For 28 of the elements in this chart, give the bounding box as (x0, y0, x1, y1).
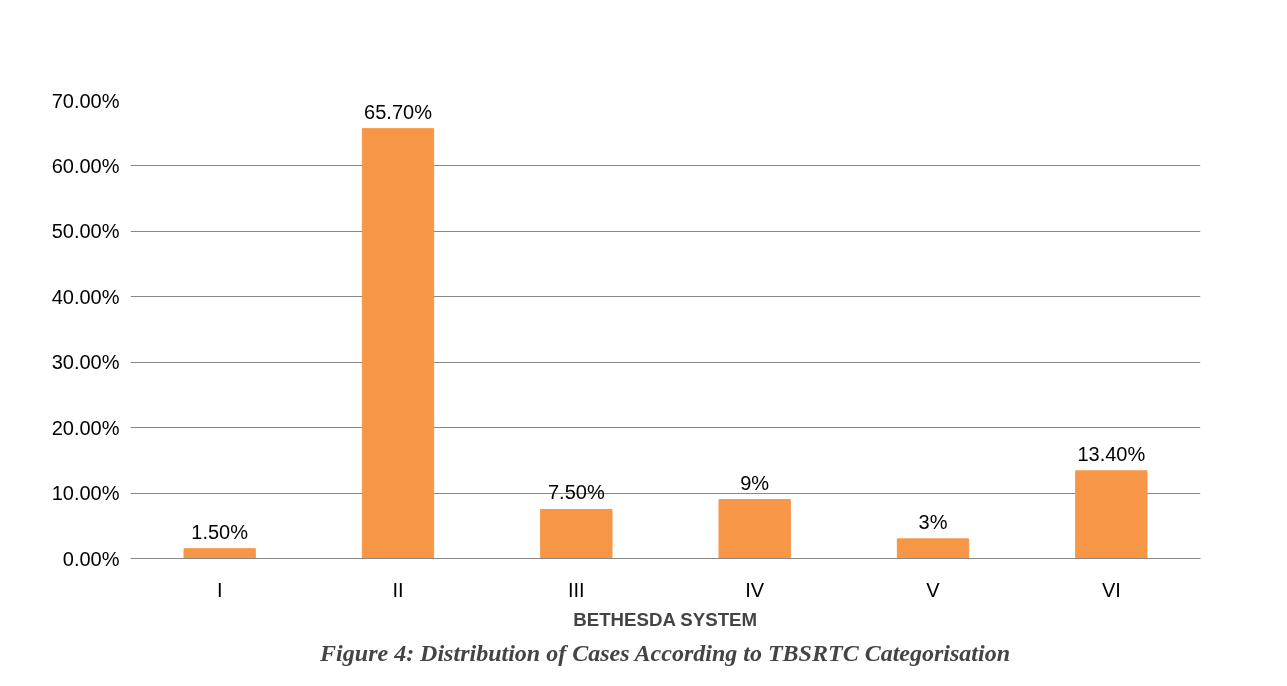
x-tick-label: I (216, 578, 223, 601)
bar (1075, 470, 1148, 559)
y-tick-label: 50.00% (51, 220, 120, 243)
x-tick-label: VI (1101, 578, 1121, 601)
bar (718, 499, 791, 559)
bar (361, 128, 435, 559)
y-tick-label: 30.00% (51, 351, 120, 374)
y-tick-label: 10.00% (51, 482, 120, 505)
bar (896, 538, 970, 559)
x-tick-label: II (392, 578, 404, 601)
data-label: 7.50% (547, 481, 605, 504)
x-tick-label: IV (745, 578, 765, 601)
x-tick-label: V (926, 578, 941, 601)
data-label: 1.50% (191, 520, 249, 543)
data-label: 3% (918, 510, 948, 533)
bar (183, 548, 256, 559)
y-tick-label: 70.00% (51, 89, 120, 112)
data-label: 9% (740, 471, 770, 494)
y-tick-label: 40.00% (51, 285, 120, 308)
y-tick-label: 20.00% (51, 416, 120, 439)
y-tick-label: 60.00% (51, 154, 120, 177)
data-label: 65.70% (364, 100, 433, 123)
text: Figure 4: Distribution of Cases According to TBSRTC Categorisation (319, 639, 1010, 666)
x-tick-label: III (568, 578, 585, 601)
bar (540, 508, 613, 559)
data-label: 13.40% (1077, 442, 1146, 465)
x-axis-title: BETHESDA SYSTEM (573, 608, 758, 630)
y-tick-label: 0.00% (62, 547, 120, 570)
